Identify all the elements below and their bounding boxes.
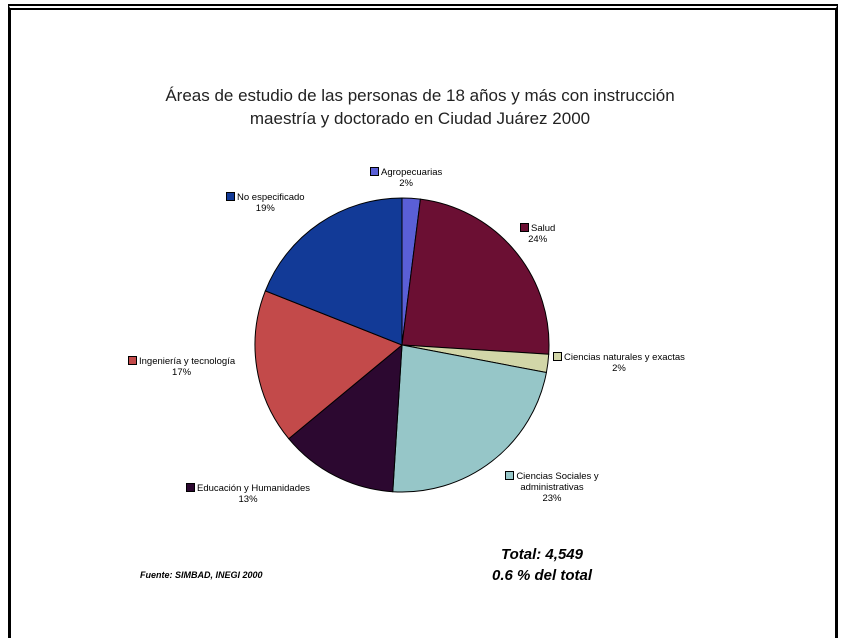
chart-title-line-2: maestría y doctorado en Ciudad Juárez 20…	[249, 109, 591, 128]
chart-frame	[8, 4, 838, 638]
slice-label-educacion: Educación y Humanidades 13%	[186, 483, 310, 505]
swatch-ciencias-naturales	[553, 352, 562, 361]
total-line-1: Total: 4,549	[501, 546, 583, 563]
slice-value-no-especificado: 19%	[255, 203, 275, 214]
slice-label-ciencias-naturales: Ciencias naturales y exactas 2%	[553, 352, 685, 374]
slice-label-salud: Salud 24%	[520, 223, 555, 245]
slice-label-agropecuarias: Agropecuarias 2%	[370, 167, 442, 189]
swatch-agropecuarias	[370, 167, 379, 176]
slice-name-ciencias-naturales: Ciencias naturales y exactas	[564, 352, 685, 363]
swatch-no-especificado	[226, 192, 235, 201]
pie-slice-5	[254, 290, 403, 440]
chart-title-line-1: Áreas de estudio de las personas de 18 a…	[165, 86, 675, 105]
slice-label-ciencias-sociales: Ciencias Sociales y administrativas 23%	[490, 471, 614, 504]
slice-name-ciencias-sociales: Ciencias Sociales y administrativas	[516, 471, 599, 493]
chart-title: Áreas de estudio de las personas de 18 a…	[120, 84, 720, 130]
slice-label-no-especificado: No especificado 19%	[226, 192, 305, 214]
pie-slice-6	[264, 197, 403, 346]
slice-name-educacion: Educación y Humanidades	[197, 483, 311, 494]
source-note: Fuente: SIMBAD, INEGI 2000	[140, 570, 263, 580]
pie-slice-1	[401, 198, 550, 355]
swatch-ingenieria	[128, 356, 137, 365]
slice-name-salud: Salud	[531, 223, 556, 234]
slice-name-no-especificado: No especificado	[237, 192, 305, 203]
swatch-salud	[520, 223, 529, 232]
total-box: Total: 4,549 0.6 % del total	[462, 544, 622, 586]
pie-slice-4	[288, 343, 403, 493]
slice-value-ciencias-sociales: 23%	[542, 493, 562, 504]
slice-name-ingenieria: Ingeniería y tecnología	[139, 356, 236, 367]
pie-slice-3	[392, 344, 547, 493]
slice-value-ciencias-naturales: 2%	[612, 363, 626, 374]
slice-label-ingenieria: Ingeniería y tecnología 17%	[128, 356, 235, 378]
slice-value-salud: 24%	[528, 234, 548, 245]
slice-value-agropecuarias: 2%	[399, 178, 413, 189]
swatch-educacion	[186, 483, 195, 492]
slice-name-agropecuarias: Agropecuarias	[381, 167, 443, 178]
total-line-2: 0.6 % del total	[491, 567, 593, 584]
slice-value-ingenieria: 17%	[172, 367, 192, 378]
slice-value-educacion: 13%	[238, 494, 258, 505]
swatch-ciencias-sociales	[505, 471, 515, 480]
